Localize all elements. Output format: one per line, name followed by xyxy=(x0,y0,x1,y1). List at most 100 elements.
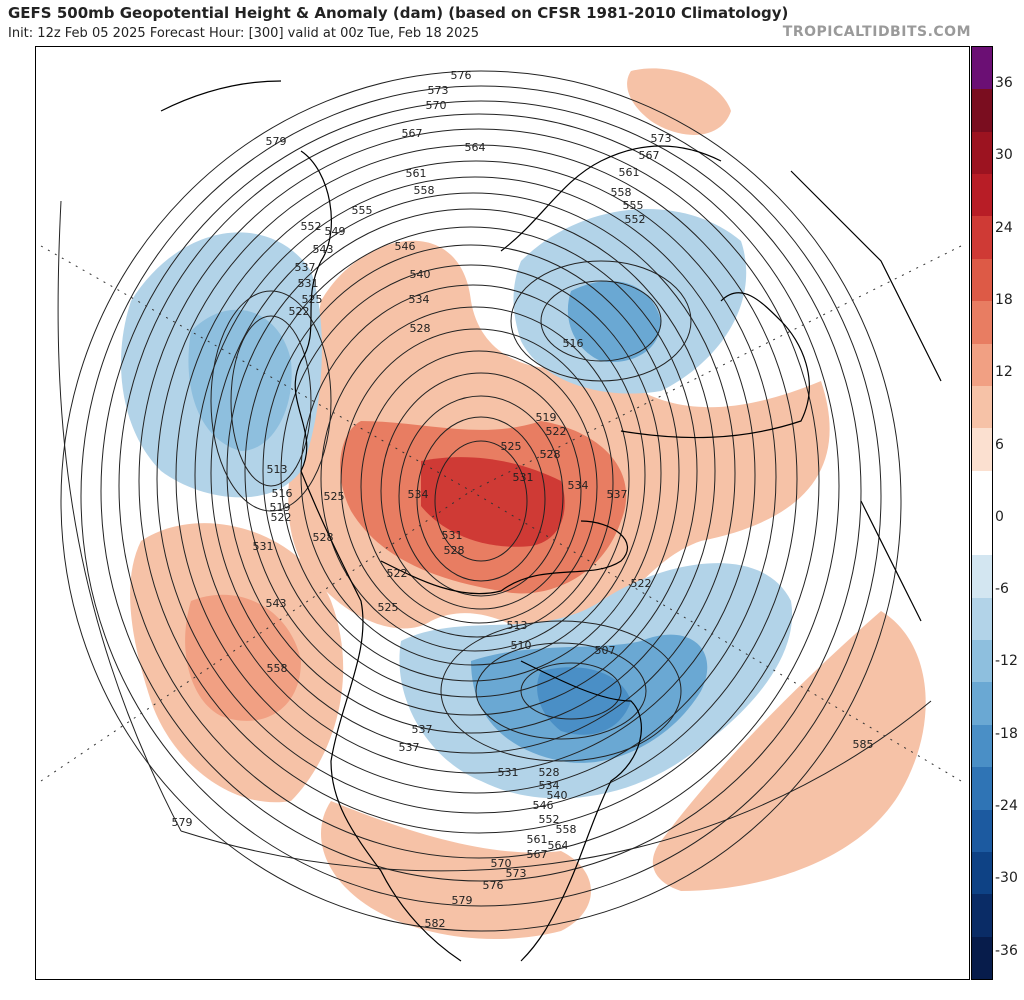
contour-label: 561 xyxy=(406,167,427,180)
colorbar-segment xyxy=(972,174,992,217)
colorbar-segment xyxy=(972,343,992,387)
contour-label: 510 xyxy=(511,639,532,652)
colorbar-segment xyxy=(972,470,992,514)
positive-anomaly-siberia xyxy=(627,68,731,135)
contour-label: 543 xyxy=(266,597,287,610)
contour-label: 540 xyxy=(547,789,568,802)
colorbar-tick-label: 30 xyxy=(995,147,1013,164)
contour-label: 570 xyxy=(426,99,447,112)
colorbar-tick-label: -30 xyxy=(995,870,1018,887)
site-credit[interactable]: TROPICALTIDBITS.COM xyxy=(782,24,971,40)
chart-subtitle: Init: 12z Feb 05 2025 Forecast Hour: [30… xyxy=(8,26,479,41)
colorbar-segment xyxy=(972,597,992,641)
contour-label: 534 xyxy=(408,488,429,501)
contour-label: 561 xyxy=(619,166,640,179)
contour-label: 537 xyxy=(295,261,316,274)
contour-label: 507 xyxy=(595,644,616,657)
colorbar-segment xyxy=(972,851,992,895)
contour-label: 537 xyxy=(399,741,420,754)
contour-label: 537 xyxy=(412,723,433,736)
colorbar-tick-label: 18 xyxy=(995,291,1013,308)
contour-label: 543 xyxy=(313,243,334,256)
negative-anomaly-north-america-max xyxy=(537,667,631,735)
colorbar-segment xyxy=(972,47,992,90)
colorbar-segment xyxy=(972,216,992,260)
contour-label: 555 xyxy=(352,204,373,217)
positive-anomaly-max xyxy=(421,457,565,547)
colorbar-tick-label: 36 xyxy=(995,75,1013,91)
contour-label: 561 xyxy=(527,833,548,846)
contour-label: 576 xyxy=(483,879,504,892)
contour-label: 552 xyxy=(539,813,560,826)
positive-anomaly-pacific-core xyxy=(185,594,301,721)
colorbar-segment xyxy=(972,301,992,345)
contour-label: 573 xyxy=(428,84,449,97)
contour-label: 528 xyxy=(540,448,561,461)
negative-anomaly-europe-core xyxy=(567,281,661,362)
contour-label: 579 xyxy=(452,894,473,907)
contour-label: 522 xyxy=(289,305,310,318)
contour-label: 564 xyxy=(548,839,569,852)
contour-label: 531 xyxy=(498,766,519,779)
map-panel: 576 573 570 567 564 561 558 555 552 549 546 543 540 5… xyxy=(35,46,970,980)
contour-label: 576 xyxy=(451,69,472,82)
contour-label: 528 xyxy=(410,322,431,335)
contour-label: 567 xyxy=(639,149,660,162)
contour-label: 555 xyxy=(623,199,644,212)
colorbar-tick-label: 24 xyxy=(995,219,1013,236)
colorbar-segment xyxy=(972,894,992,938)
contour-label: 546 xyxy=(395,240,416,253)
contour-label: 582 xyxy=(425,917,446,930)
contour-label: 558 xyxy=(611,186,632,199)
contour-label: 528 xyxy=(444,544,465,557)
contour-label: 579 xyxy=(266,135,287,148)
contour-label: 522 xyxy=(546,425,567,438)
contour-label: 525 xyxy=(501,440,522,453)
positive-anomaly-gulf xyxy=(321,801,591,940)
contour-label: 528 xyxy=(313,531,334,544)
contour-label: 564 xyxy=(465,141,486,154)
positive-anomaly-atlantic xyxy=(652,611,926,891)
contour-label: 522 xyxy=(387,567,408,580)
contour-label: 516 xyxy=(272,487,293,500)
contour-label: 531 xyxy=(442,529,463,542)
contour-label: 537 xyxy=(607,488,628,501)
contour-label: 558 xyxy=(556,823,577,836)
contour-label: 573 xyxy=(506,867,527,880)
colorbar-segment xyxy=(972,258,992,302)
colorbar-segment xyxy=(972,936,992,980)
contour-label: 540 xyxy=(410,268,431,281)
contour-label: 579 xyxy=(172,816,193,829)
colorbar-tick-label: -36 xyxy=(995,942,1018,959)
contour-label: 519 xyxy=(270,501,291,514)
contour-label: 519 xyxy=(536,411,557,424)
contour-label: 534 xyxy=(568,479,589,492)
contour-label: 585 xyxy=(853,738,874,751)
contour-label: 531 xyxy=(253,540,274,553)
colorbar-segment xyxy=(972,682,992,726)
colorbar-segment xyxy=(972,385,992,429)
contour-label: 549 xyxy=(325,225,346,238)
chart-title: GEFS 500mb Geopotential Height & Anomaly… xyxy=(8,4,789,22)
contour-label: 558 xyxy=(267,662,288,675)
contour-label: 513 xyxy=(507,619,528,632)
contour-label: 552 xyxy=(301,220,322,233)
contour-label: 525 xyxy=(378,601,399,614)
colorbar-segment xyxy=(972,89,992,133)
colorbar-segment xyxy=(972,767,992,811)
colorbar-tick-label: -12 xyxy=(995,653,1018,670)
colorbar-segment xyxy=(972,428,992,472)
contour-label: 525 xyxy=(324,490,345,503)
anomaly-colorbar xyxy=(971,46,993,980)
colorbar-tick-label: -18 xyxy=(995,725,1018,742)
contour-label: 534 xyxy=(539,779,560,792)
anomaly-shading xyxy=(121,68,926,940)
height-contours xyxy=(57,70,932,932)
colorbar-segment xyxy=(972,513,992,556)
colorbar-segment xyxy=(972,131,992,175)
contour-label: 567 xyxy=(527,848,548,861)
contour-label: 570 xyxy=(491,857,512,870)
colorbar-segment xyxy=(972,724,992,768)
